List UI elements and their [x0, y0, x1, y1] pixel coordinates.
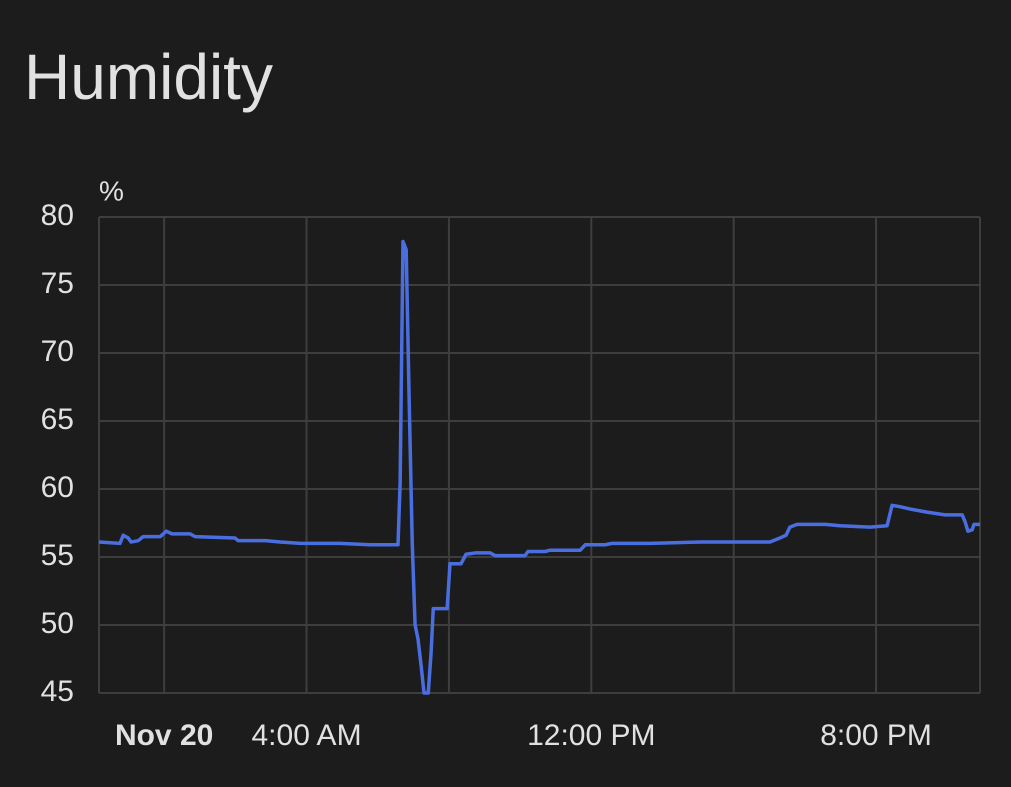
x-tick-label: 4:00 AM [251, 719, 361, 752]
y-unit: % [99, 175, 124, 206]
y-tick-label: 80 [41, 199, 74, 232]
x-tick-label: 12:00 PM [527, 719, 655, 752]
y-tick-label: 50 [41, 607, 74, 640]
x-tick-label: Nov 20 [115, 719, 213, 752]
y-tick-label: 60 [41, 471, 74, 504]
y-tick-label: 45 [41, 675, 74, 708]
chart-title: Humidity [24, 41, 273, 113]
y-tick-label: 55 [41, 539, 74, 572]
y-tick-label: 70 [41, 335, 74, 368]
y-tick-label: 75 [41, 267, 74, 300]
x-tick-label: 8:00 PM [820, 719, 932, 752]
data-line [98, 239, 980, 695]
y-tick-label: 65 [41, 403, 74, 436]
